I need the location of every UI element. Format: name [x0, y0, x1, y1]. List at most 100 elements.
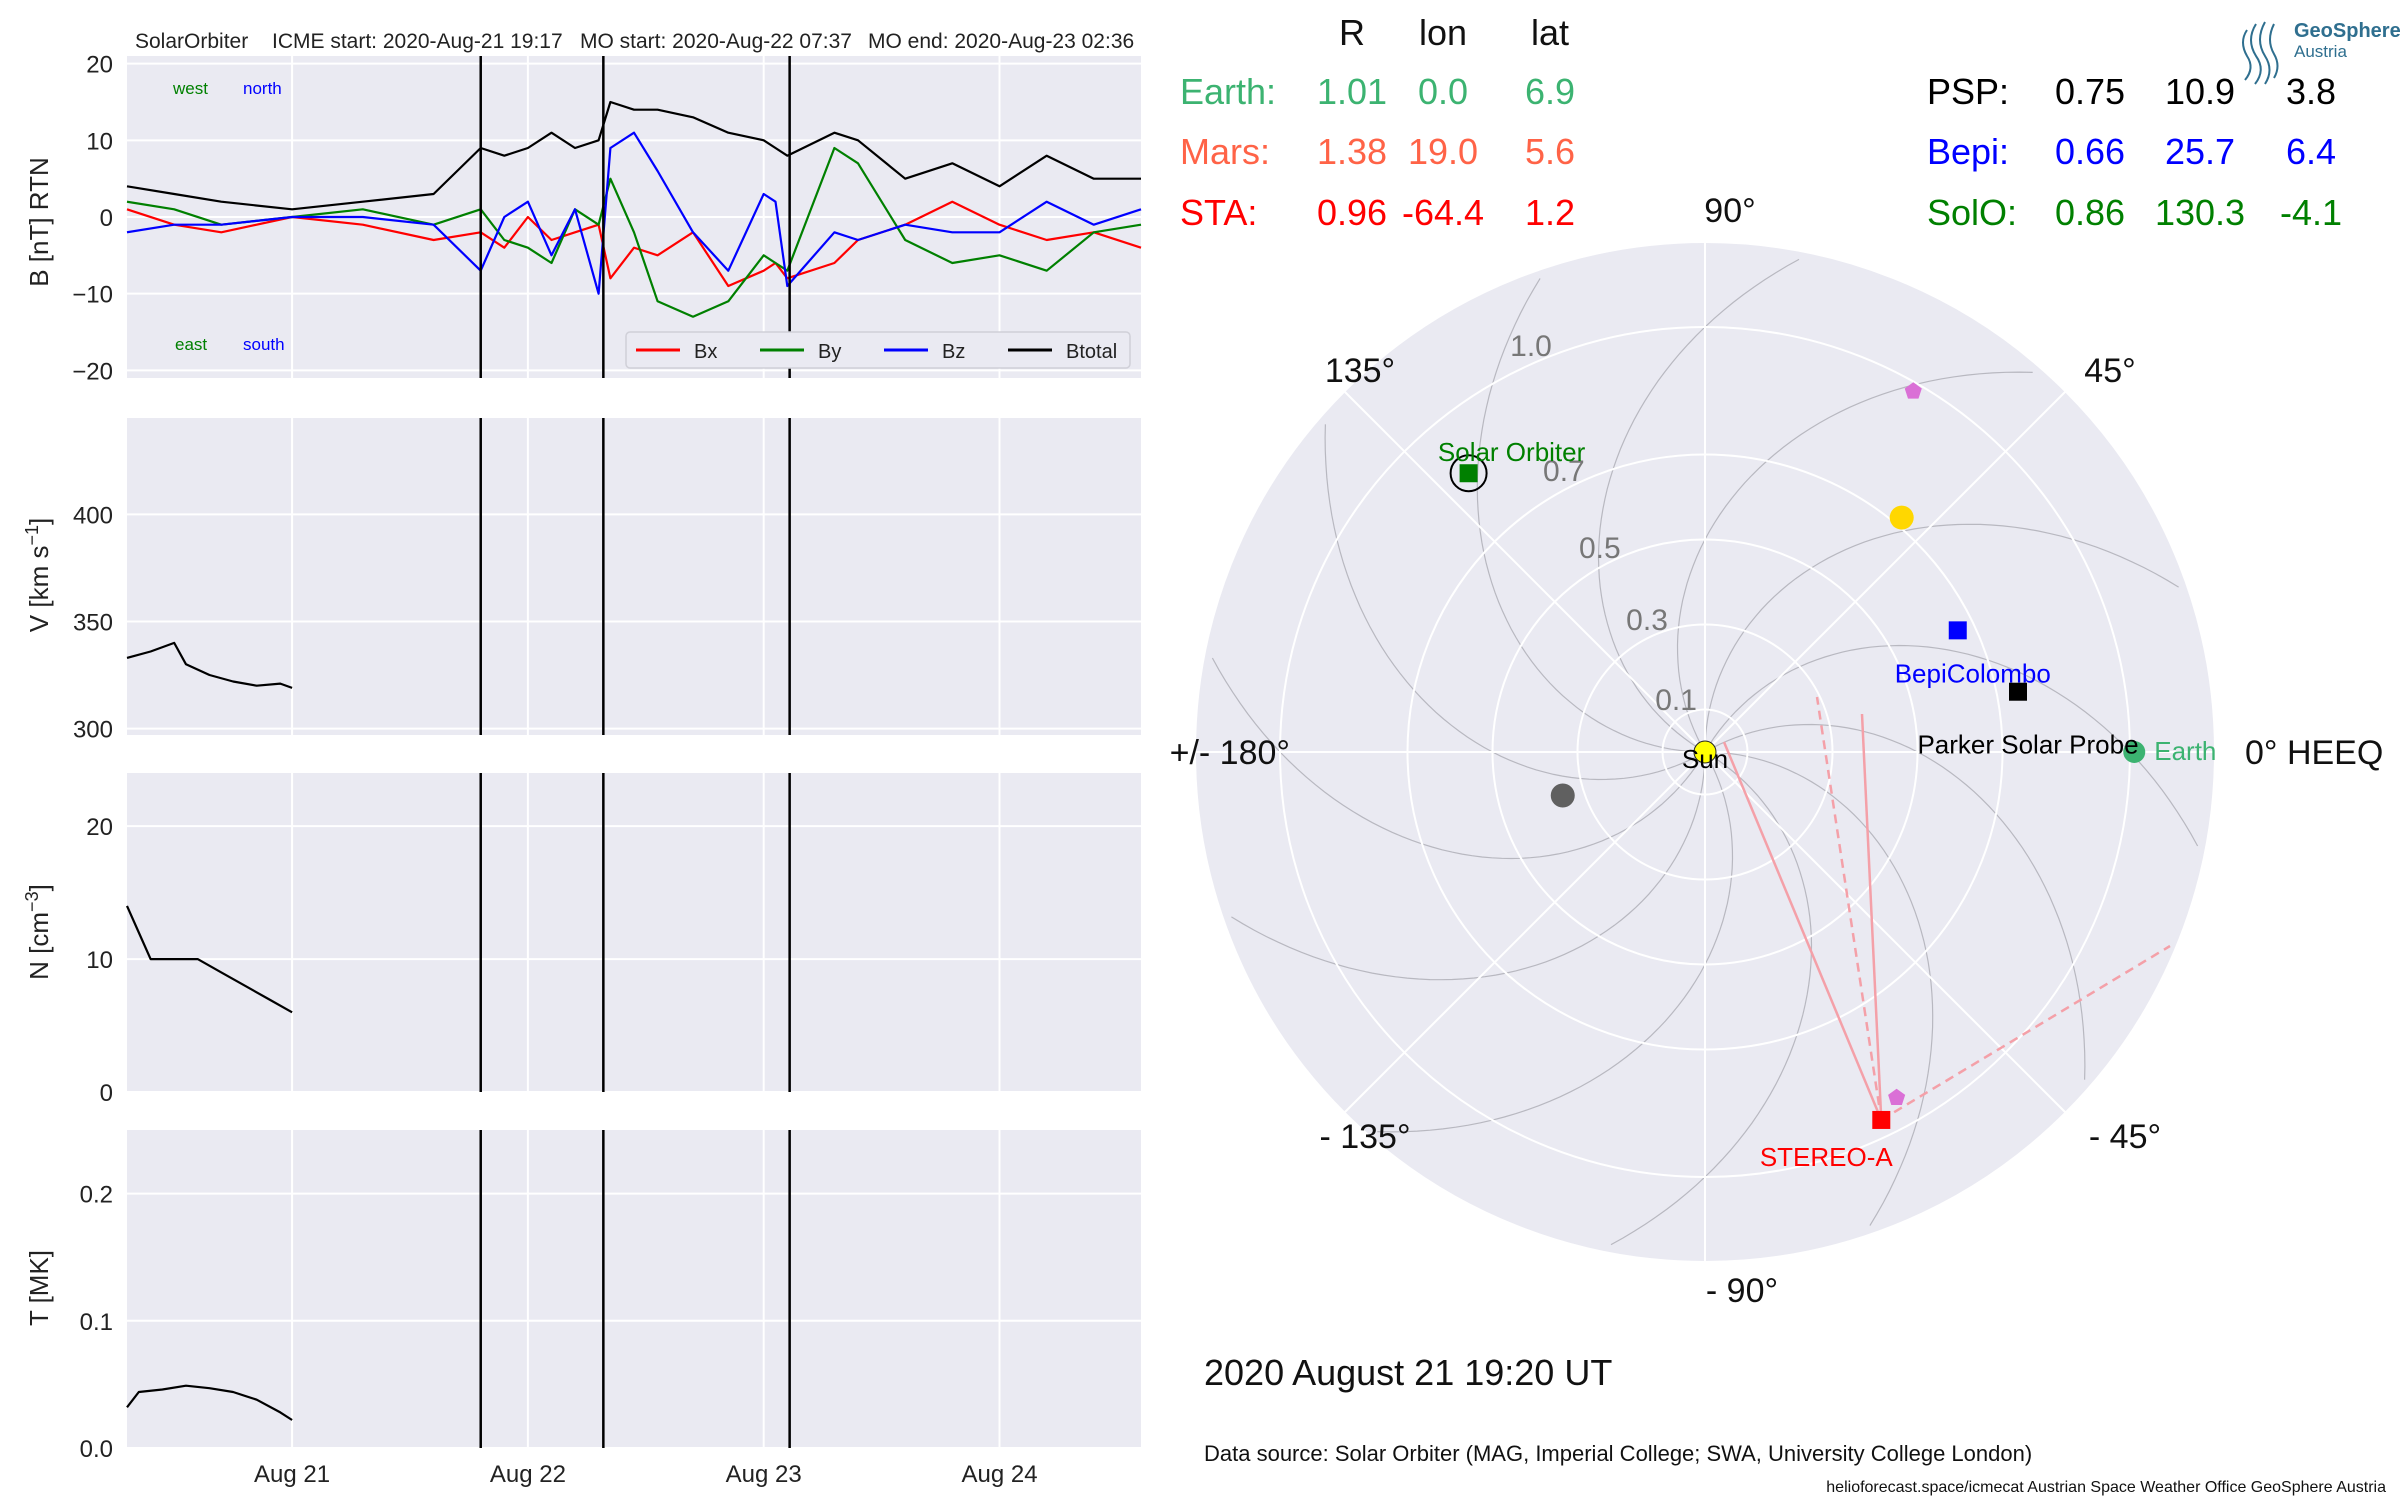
table-cell-lon: 0.0	[1418, 71, 1468, 112]
table-row-name: Bepi:	[1927, 131, 2009, 172]
n-axis-label: N [cm−3]	[22, 884, 54, 980]
angle-spoke	[1704, 751, 2067, 1114]
table-cell-lat: 3.8	[2286, 71, 2336, 112]
sun-label: Sun	[1682, 744, 1728, 774]
y-tick-label: 10	[86, 947, 113, 974]
planet-marker	[1550, 783, 1575, 808]
angle-spoke	[1343, 751, 1706, 1114]
table-row-name: Earth:	[1180, 71, 1276, 112]
table-cell-lat: 6.9	[1525, 71, 1575, 112]
y-tick-label: 300	[73, 717, 113, 744]
date-label: 2020 August 21 19:20 UT	[1204, 1352, 1612, 1393]
angle-spoke	[1704, 390, 2067, 753]
radial-tick-label: 0.7	[1543, 455, 1585, 488]
y-tick-label: 0	[100, 1080, 113, 1107]
spiral-line	[1704, 523, 2179, 744]
spiral-line	[1597, 258, 1800, 749]
spiral-line	[1712, 723, 2086, 1080]
table-cell-r: 1.38	[1317, 131, 1387, 172]
time-axis: Aug 21 Aug 22 Aug 23 Aug 24	[254, 1461, 1038, 1488]
density-panel: 0 10 20	[86, 773, 1141, 1107]
planet-marker	[1904, 382, 1922, 399]
solar-orbiter-ring	[1449, 454, 1488, 493]
earth-marker	[2123, 741, 2146, 763]
west-label: west	[172, 79, 208, 98]
radial-tick-label: 0.1	[1655, 684, 1697, 717]
table-cell-lat: 5.6	[1525, 131, 1575, 172]
table-cell-r: 0.96	[1317, 192, 1387, 233]
logo-text-line2: Austria	[2294, 42, 2347, 61]
stereo-a-label: STEREO-A	[1760, 1142, 1894, 1172]
angle-label-am45: - 45°	[2089, 1118, 2161, 1156]
polar-position-plot: 0.1 0.3 0.5 0.7 1.0 0° HEEQ 45° 90° 135° +/- 180°…	[1170, 192, 2384, 1310]
table-row-name: PSP:	[1927, 71, 2009, 112]
y-tick-label: 0.0	[80, 1436, 113, 1463]
chart-legend: Bx By Bz Btotal	[625, 331, 1131, 369]
panel-background	[127, 418, 1141, 735]
table-cell-r: 0.75	[2055, 71, 2125, 112]
legend-label-bx: Bx	[694, 341, 717, 363]
table-cell-lon: 19.0	[1408, 131, 1478, 172]
angle-label-a45: 45°	[2084, 352, 2135, 390]
sta-fov-line	[1860, 713, 1883, 1121]
table-cell-r: 1.01	[1317, 71, 1387, 112]
solar-orbiter-label: Solar Orbiter	[1438, 437, 1586, 467]
spiral-line	[1610, 755, 1813, 1246]
radial-tick-label: 0.5	[1579, 532, 1621, 565]
x-tick-label: Aug 24	[961, 1461, 1037, 1488]
table-cell-lat: 1.2	[1525, 192, 1575, 233]
table-header-lat: lat	[1531, 12, 1569, 53]
x-tick-label: Aug 22	[490, 1461, 566, 1488]
y-tick-label: 0.2	[80, 1182, 113, 1209]
t-axis-label: T [MK]	[24, 1250, 54, 1326]
magnetic-field-panel: −20 −10 0 10 20	[72, 52, 1142, 385]
angle-spoke	[1343, 390, 1706, 753]
table-row-name: Mars:	[1180, 131, 1270, 172]
logo-swirl-icon	[2242, 21, 2279, 85]
angle-label-a0: 0° HEEQ	[2245, 734, 2383, 772]
y-tick-label: −20	[72, 358, 113, 385]
table-cell-lon: -64.4	[1402, 192, 1484, 233]
parker-solar-probe-label: Parker Solar Probe	[1917, 730, 2138, 760]
spiral-line	[1211, 657, 1702, 860]
speed-panel: 300 350 400	[73, 418, 1141, 744]
logo-text-line1: GeoSphere	[2294, 20, 2400, 42]
spacecraft-name: SolarOrbiter	[135, 30, 248, 53]
series-line-by	[126, 146, 1142, 318]
solar-orbiter-marker	[1459, 464, 1478, 483]
legend-label-btotal: Btotal	[1066, 341, 1117, 363]
y-tick-label: −10	[72, 282, 113, 309]
position-table: R lon lat Earth: 1.01 0.0 6.9 Mars: 1.38 19.0 5…	[1180, 12, 2342, 233]
table-cell-r: 0.66	[2055, 131, 2125, 172]
icme-start-label: ICME start: 2020-Aug-21 19:17	[272, 30, 563, 53]
series-line	[126, 1384, 293, 1421]
north-label: north	[243, 79, 282, 98]
sta-fov-line	[1815, 696, 1883, 1121]
x-tick-label: Aug 23	[726, 1461, 802, 1488]
series-line-bx	[126, 200, 1142, 288]
panel-background	[127, 1130, 1141, 1448]
b-axis-label: B [nT] RTN	[24, 157, 54, 287]
y-tick-label: 0.1	[80, 1309, 113, 1336]
planet-marker	[1889, 505, 1914, 530]
planet-marker	[1888, 1088, 1906, 1105]
spiral-line	[1324, 424, 1698, 781]
table-cell-lon: 25.7	[2165, 131, 2235, 172]
y-tick-label: 20	[86, 814, 113, 841]
spiral-line	[1377, 759, 1734, 1133]
spiral-line	[1476, 278, 1697, 753]
series-line-btotal	[126, 100, 1141, 211]
legend-label-bz: Bz	[942, 341, 965, 363]
series-line-bz	[126, 131, 1142, 295]
east-label: east	[175, 335, 207, 354]
stereo-a-marker	[1872, 1110, 1891, 1129]
v-axis-label: V [km s−1]	[22, 518, 54, 632]
angle-label-a180: +/- 180°	[1170, 734, 1290, 772]
spiral-line	[1713, 751, 1934, 1226]
y-tick-label: 0	[100, 205, 113, 232]
geosphere-logo: GeoSphere Austria	[2242, 20, 2400, 85]
table-cell-r: 0.86	[2055, 192, 2125, 233]
spiral-line	[1231, 760, 1706, 981]
y-tick-label: 350	[73, 609, 113, 636]
